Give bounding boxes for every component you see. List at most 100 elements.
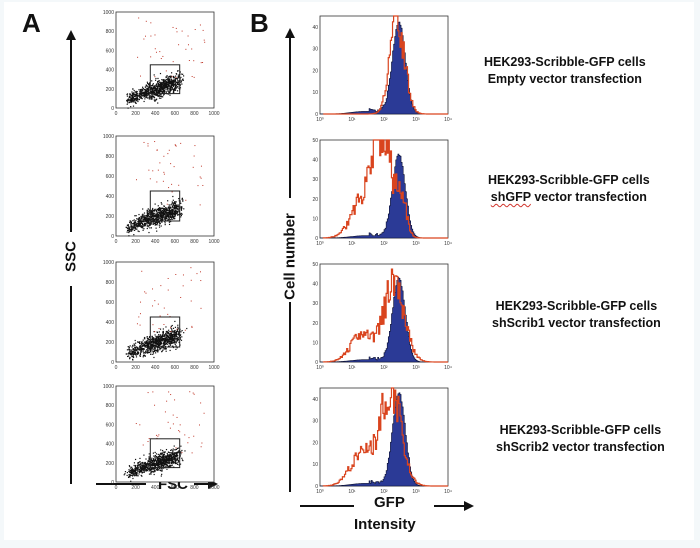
scatter-dot (193, 60, 195, 62)
scatter-dot (146, 214, 149, 216)
scatter-dot (158, 80, 160, 82)
scatter-dot (173, 89, 176, 91)
histogram-x-tick-label: 10³ (412, 365, 420, 371)
scatter-dot (177, 340, 179, 342)
scatter-x-tick-label: 800 (190, 485, 199, 491)
scatter-dot (154, 343, 156, 345)
scatter-dot (181, 330, 183, 332)
scatter-dot (155, 222, 157, 224)
scatter-dot (153, 91, 155, 93)
scatter-dot (164, 339, 166, 342)
scatter-dot (140, 343, 142, 345)
scatter-dot (171, 340, 173, 342)
scatter-dot (153, 341, 155, 343)
scatter-dot (178, 332, 180, 334)
scatter-dot (178, 75, 180, 78)
scatter-dot (158, 328, 160, 330)
scatter-dot (171, 460, 173, 462)
scatter-dot (171, 465, 173, 467)
scatter-dot (152, 213, 154, 216)
scatter-dot (167, 339, 169, 341)
scatter-dot (163, 173, 165, 175)
scatter-dot (146, 214, 148, 217)
scatter-dot (161, 455, 163, 457)
scatter-dot (139, 313, 141, 315)
scatter-dot (174, 214, 176, 216)
scatter-dot (129, 350, 131, 352)
scatter-dot (175, 447, 177, 449)
scatter-dot (131, 474, 133, 476)
scatter-dot (152, 337, 154, 340)
scatter-dot (155, 223, 157, 226)
scatter-dot (135, 347, 137, 349)
scatter-dot (157, 435, 159, 437)
scatter-dot (170, 464, 172, 467)
scatter-dot (174, 206, 176, 208)
scatter-dot (172, 201, 174, 204)
scatter-dot (167, 313, 169, 315)
scatter-dot (149, 178, 151, 180)
scatter-dot (133, 219, 135, 221)
scatter-x-tick-label: 1000 (208, 239, 219, 245)
scatter-dot (157, 458, 159, 460)
scatter-dot (138, 473, 140, 475)
scatter-dot (187, 442, 189, 444)
scatter-dot (167, 218, 169, 220)
scatter-dot (128, 229, 130, 232)
scatter-dot (153, 457, 155, 460)
scatter-dot (163, 85, 165, 88)
scatter-dot (159, 469, 162, 471)
scatter-dot (136, 471, 138, 473)
scatter-dot (126, 349, 129, 351)
scatter-dot (149, 349, 151, 351)
scatter-dot (168, 211, 170, 214)
scatter-dot (143, 215, 145, 217)
scatter-dot (176, 447, 179, 450)
scatter-dot (158, 331, 160, 333)
scatter-dot (169, 341, 172, 343)
scatter-dot (170, 332, 172, 334)
scatter-dot (174, 456, 177, 458)
scatter-dot (145, 88, 147, 90)
scatter-dot (138, 466, 140, 468)
scatter-dot (166, 459, 168, 462)
scatter-dot (166, 468, 168, 470)
scatter-dot (157, 219, 160, 221)
scatter-dot (175, 208, 177, 210)
scatter-dot (171, 456, 173, 458)
scatter-dot (161, 457, 164, 459)
scatter-dot (175, 338, 177, 340)
scatter-dot (170, 327, 172, 329)
scatter-dot (163, 460, 165, 462)
scatter-dot (161, 458, 164, 461)
scatter-dot (146, 90, 149, 92)
scatter-dot (163, 92, 166, 94)
scatter-dot (157, 215, 159, 217)
scatter-dot (150, 96, 152, 98)
scatter-dot (152, 343, 154, 345)
scatter-dot (146, 349, 148, 351)
scatter-dot (170, 339, 172, 341)
scatter-dot (163, 338, 165, 340)
scatter-dot (153, 216, 155, 218)
scatter-dot (139, 457, 141, 460)
scatter-dot (191, 325, 193, 327)
scatter-dot (188, 59, 190, 61)
scatter-dot (161, 470, 163, 472)
scatter-dot (160, 82, 162, 85)
scatter-dot (178, 451, 180, 453)
scatter-dot (167, 90, 170, 92)
scatter-dot (154, 84, 156, 87)
scatter-dot (173, 456, 175, 459)
scatter-dot (178, 83, 180, 86)
scatter-dot (165, 84, 167, 86)
scatter-dot (158, 460, 160, 462)
scatter-dot (141, 216, 143, 218)
scatter-dot (181, 207, 183, 210)
scatter-dot (168, 339, 170, 341)
scatter-dot (147, 97, 149, 99)
scatter-dot (164, 463, 166, 466)
scatter-dot (130, 106, 132, 108)
scatter-dot (135, 95, 137, 97)
